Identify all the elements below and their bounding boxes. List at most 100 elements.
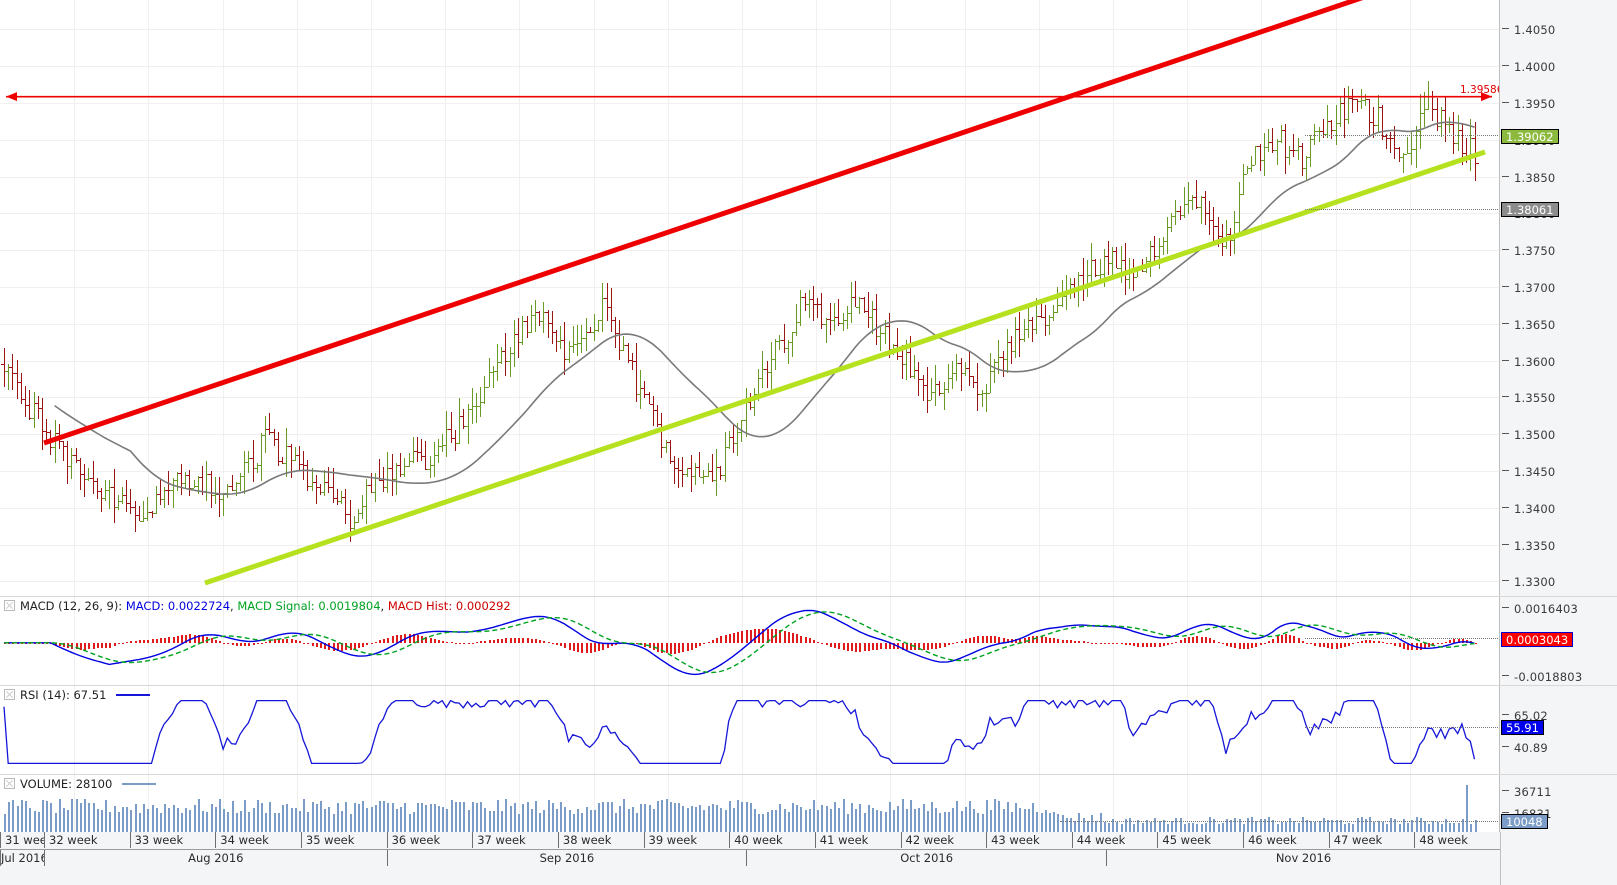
ohlc-open-tick — [1092, 260, 1096, 262]
volume-bar — [775, 809, 778, 832]
time-axis-month-cell[interactable]: Sep 2016 — [386, 850, 747, 866]
ohlc-open-tick — [713, 480, 717, 482]
volume-bar — [4, 813, 6, 832]
ohlc-open-tick — [1319, 131, 1323, 132]
time-axis-month-cell[interactable]: Oct 2016 — [746, 850, 1106, 866]
time-axis-week-cell[interactable]: 32 week — [44, 832, 130, 848]
macd-histogram-bar — [58, 642, 61, 647]
rsi-axis[interactable]: 65.02 40.89 55.91 — [1499, 686, 1617, 774]
volume-bar — [673, 803, 676, 832]
volume-bar — [952, 808, 954, 832]
volume-bar — [1070, 818, 1072, 832]
time-axis-month-cell[interactable]: Nov 2016 — [1106, 850, 1500, 866]
volume-legend[interactable]: VOLUME: 28100 — [4, 777, 156, 791]
time-axis-week-cell[interactable]: 47 week — [1328, 832, 1415, 848]
last-price-badge[interactable]: 1.39062 — [1501, 128, 1559, 144]
time-axis-week-cell[interactable]: 31 week — [0, 832, 44, 848]
volume-bar — [1196, 823, 1199, 832]
macd-histogram-bar — [172, 636, 175, 643]
rsi-legend[interactable]: RSI (14): 67.51 — [4, 688, 151, 702]
ohlc-open-tick — [911, 376, 915, 378]
time-axis-week-cell[interactable]: 45 week — [1157, 832, 1243, 848]
volume-value-badge[interactable]: 10048 — [1501, 814, 1548, 830]
time-axis-months-row[interactable]: Jul 2016 Aug 2016 Sep 2016 Oct 2016 Nov 2016 — [0, 850, 1500, 867]
price-axis[interactable]: 1.40501.40001.39501.39001.38501.38001.37… — [1499, 0, 1617, 626]
price-plot-area[interactable]: 1.39586 — [0, 0, 1500, 596]
ohlc-open-tick — [190, 487, 194, 489]
ohlc-bar — [1171, 212, 1173, 232]
ohlc-open-tick — [359, 513, 363, 515]
price-chart-panel[interactable]: 1.39586 1.40501.40001.39501.39001.38501.… — [0, 0, 1617, 626]
time-axis-week-cell[interactable]: 43 week — [986, 832, 1072, 848]
ohlc-bar — [404, 457, 406, 477]
time-axis-week-cell[interactable]: 42 week — [900, 832, 987, 848]
price-gridline-vertical — [964, 0, 966, 596]
volume-bar — [459, 802, 462, 832]
time-axis-week-cell[interactable]: 40 week — [729, 832, 815, 848]
time-axis-month-cell[interactable]: Jul 2016 — [0, 850, 44, 866]
macd-histogram-bar — [598, 642, 601, 652]
macd-axis[interactable]: 0.0016403 -0.0018803 0.0003043 — [1499, 597, 1617, 685]
ohlc-open-tick — [1012, 350, 1016, 352]
volume-plot-area[interactable]: VOLUME: 28100 — [0, 775, 1500, 832]
ohlc-open-tick — [1442, 110, 1445, 111]
macd-panel[interactable]: MACD (12, 26, 9): MACD: 0.0022724, MACD … — [0, 597, 1617, 686]
volume-bar — [648, 804, 651, 832]
time-axis-week-cell[interactable]: 34 week — [215, 832, 301, 848]
time-axis-month-cell[interactable]: Aug 2016 — [44, 850, 387, 866]
volume-bar — [286, 803, 289, 832]
price-badge-row: 1.39062 — [1500, 128, 1617, 144]
volume-bar — [1377, 821, 1380, 832]
time-axis-week-cell[interactable]: 33 week — [129, 832, 216, 848]
rsi-visibility-checkbox[interactable] — [4, 689, 15, 700]
macd-histogram-bar — [690, 642, 693, 650]
macd-visibility-checkbox[interactable] — [4, 600, 15, 611]
rsi-axis-tick-row: 40.89 — [1500, 741, 1617, 755]
volume-bar — [1263, 819, 1266, 832]
ohlc-open-tick — [422, 455, 426, 457]
time-axis-week-cell[interactable]: 48 week — [1414, 832, 1500, 848]
time-axis-week-cell[interactable]: 41 week — [814, 832, 901, 848]
price-axis-label: 1.3450 — [1514, 464, 1556, 479]
ohlc-open-tick — [409, 460, 413, 462]
volume-bar — [1289, 818, 1292, 832]
macd-legend[interactable]: MACD (12, 26, 9): MACD: 0.0022724, MACD … — [4, 599, 511, 613]
volume-bar — [341, 810, 344, 832]
lower-trendline[interactable] — [204, 149, 1486, 586]
macd-histogram-bar — [1053, 638, 1056, 643]
rsi-value-badge[interactable]: 55.91 — [1501, 720, 1544, 736]
macd-plot-area[interactable]: MACD (12, 26, 9): MACD: 0.0022724, MACD … — [0, 597, 1500, 685]
ohlc-open-tick — [729, 437, 733, 438]
macd-value-badge[interactable]: 0.0003043 — [1501, 631, 1574, 647]
ohlc-bar — [598, 320, 600, 332]
time-axis-week-cell[interactable]: 37 week — [472, 832, 558, 848]
volume-bar — [1188, 823, 1190, 832]
volume-visibility-checkbox[interactable] — [4, 778, 15, 789]
time-axis-week-cell[interactable]: 36 week — [386, 832, 473, 848]
time-axis-week-cell[interactable]: 38 week — [557, 832, 644, 848]
ohlc-open-tick — [1071, 284, 1075, 286]
price-gridline-vertical — [816, 0, 818, 596]
time-axis-week-cell[interactable]: 39 week — [643, 832, 730, 848]
secondary-price-badge[interactable]: 1.38061 — [1501, 202, 1559, 218]
volume-axis[interactable]: 367111683110048 — [1499, 775, 1617, 832]
volume-panel[interactable]: VOLUME: 28100 367111683110048 — [0, 775, 1617, 833]
time-axis-week-cell[interactable]: 44 week — [1071, 832, 1158, 848]
time-axis-week-cell[interactable]: 46 week — [1243, 832, 1329, 848]
volume-bar — [416, 803, 419, 832]
volume-bar — [63, 808, 65, 832]
ohlc-bar — [791, 332, 793, 357]
volume-bar — [880, 810, 883, 832]
volume-bar — [1023, 808, 1026, 832]
ohlc-open-tick — [835, 316, 839, 318]
macd-histogram-bar — [92, 642, 95, 649]
macd-histogram-bar — [463, 642, 466, 644]
rsi-panel[interactable]: RSI (14): 67.51 65.02 40.89 55.91 — [0, 686, 1617, 775]
time-axis-week-cell[interactable]: 35 week — [300, 832, 387, 848]
rsi-plot-area[interactable]: RSI (14): 67.51 — [0, 686, 1500, 774]
upper-trendline[interactable] — [43, 0, 1385, 446]
ohlc-open-tick — [1210, 219, 1214, 221]
macd-histogram-bar — [1204, 637, 1207, 643]
